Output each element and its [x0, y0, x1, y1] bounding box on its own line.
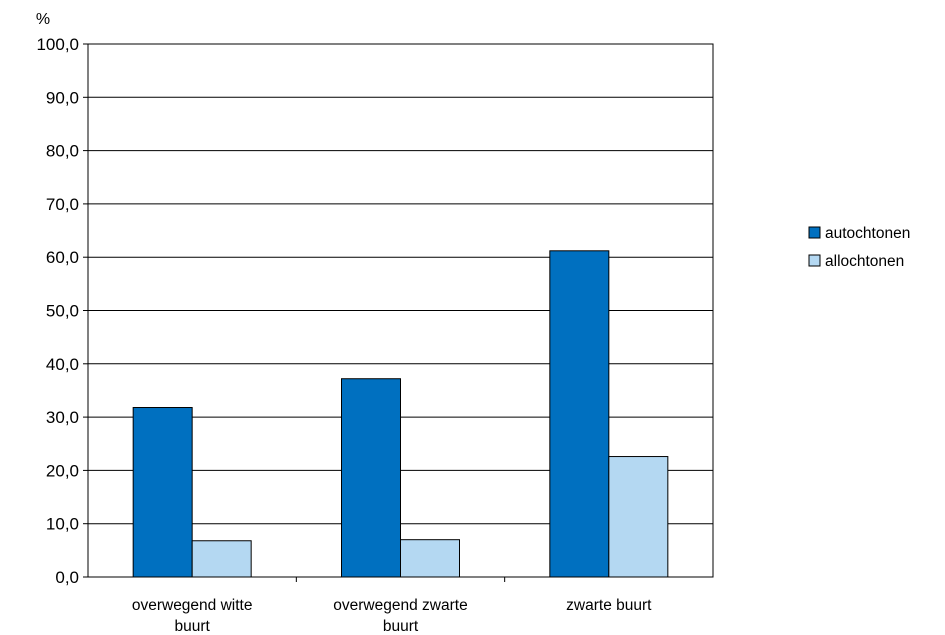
legend: autochtonen allochtonen [808, 225, 910, 270]
y-tick-label: 70,0 [46, 195, 79, 214]
y-tick-label: 50,0 [46, 302, 79, 321]
bar-autochtonen [549, 250, 610, 578]
y-tick-label: 40,0 [46, 355, 79, 374]
x-axis-labels: overwegend witte buurt overwegend zwarte bu… [132, 577, 652, 635]
y-axis-unit-label: % [36, 11, 50, 28]
x-category-label: overwegend zwarte buurt [333, 597, 467, 635]
y-tick-label: 100,0 [36, 35, 79, 54]
legend-swatch-autochtonen [808, 226, 821, 239]
bar-allochtonen [608, 456, 669, 578]
y-tick-label: 90,0 [46, 88, 79, 107]
y-axis-ticks: 0,0 10,0 20,0 30,0 40,0 50,0 60,0 70,0 80,0 90,0 1… [36, 35, 88, 587]
bar-autochtonen [341, 378, 401, 578]
y-tick-label: 20,0 [46, 461, 79, 480]
legend-label-autochtonen: autochtonen [825, 225, 910, 242]
bar-allochtonen [191, 540, 252, 578]
y-tick-label: 30,0 [46, 408, 79, 427]
bar-allochtonen [400, 539, 460, 578]
x-category-label: zwarte buurt [566, 597, 652, 614]
legend-label-allochtonen: allochtonen [825, 253, 904, 270]
legend-swatch-allochtonen [808, 254, 821, 267]
y-tick-label: 10,0 [46, 515, 79, 534]
y-tick-label: 0,0 [55, 568, 79, 587]
bars [132, 250, 669, 578]
y-tick-label: 60,0 [46, 248, 79, 267]
y-tick-label: 80,0 [46, 142, 79, 161]
x-category-label: overwegend witte buurt [132, 597, 253, 635]
bar-autochtonen [132, 407, 193, 578]
